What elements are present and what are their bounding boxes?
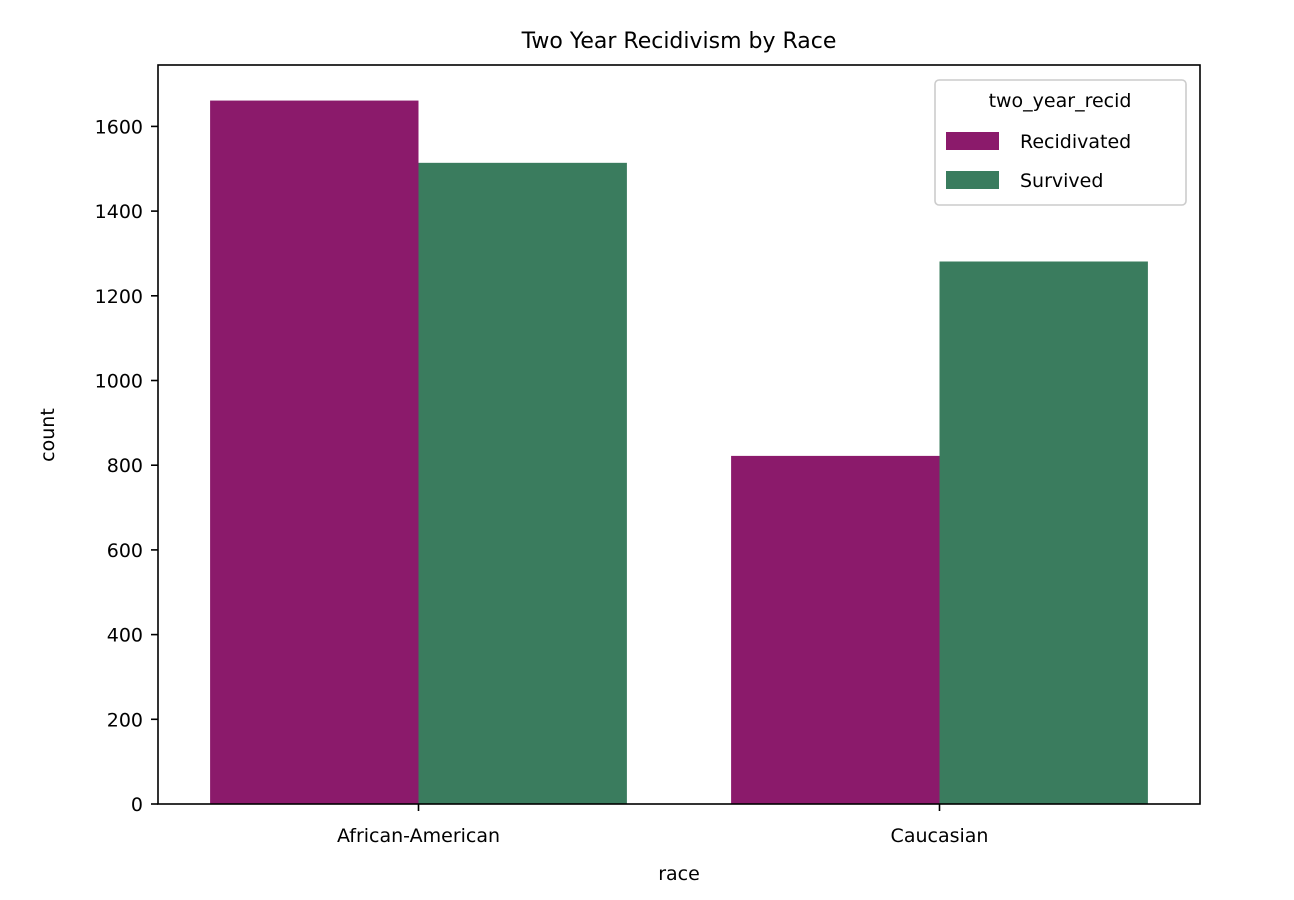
x-axis-label: race bbox=[658, 863, 700, 885]
y-tick-label: 800 bbox=[107, 455, 143, 477]
legend-title: two_year_recid bbox=[989, 90, 1132, 112]
bars-group bbox=[210, 100, 1148, 804]
y-tick-label: 1400 bbox=[95, 201, 143, 223]
y-tick-label: 200 bbox=[107, 709, 143, 731]
bar bbox=[418, 162, 627, 804]
y-tick-label: 0 bbox=[131, 794, 143, 816]
legend-swatch bbox=[946, 171, 999, 189]
bar bbox=[939, 261, 1148, 804]
bar bbox=[731, 455, 940, 804]
bar bbox=[210, 100, 419, 804]
y-tick-label: 1000 bbox=[95, 371, 143, 393]
legend-label: Survived bbox=[1020, 170, 1103, 192]
y-tick-label: 1200 bbox=[95, 286, 143, 308]
y-tick-label: 400 bbox=[107, 625, 143, 647]
legend-items: Recidivated Survived bbox=[946, 131, 1131, 192]
legend: two_year_recid Recidivated Survived bbox=[934, 79, 1187, 206]
plot-frame bbox=[157, 64, 1201, 805]
x-tick-label: African-American bbox=[337, 825, 500, 847]
legend-swatch bbox=[946, 132, 999, 150]
x-axis: African-American Caucasian bbox=[337, 804, 989, 847]
chart-title: Two Year Recidivism by Race bbox=[521, 29, 837, 54]
x-tick-label: Caucasian bbox=[891, 825, 989, 847]
legend-label: Recidivated bbox=[1020, 131, 1131, 153]
y-axis: 0 200 400 600 800 1000 1200 1400 1600 bbox=[95, 116, 158, 816]
y-tick-label: 1600 bbox=[95, 116, 143, 138]
y-axis-label: count bbox=[37, 408, 59, 462]
y-tick-label: 600 bbox=[107, 540, 143, 562]
